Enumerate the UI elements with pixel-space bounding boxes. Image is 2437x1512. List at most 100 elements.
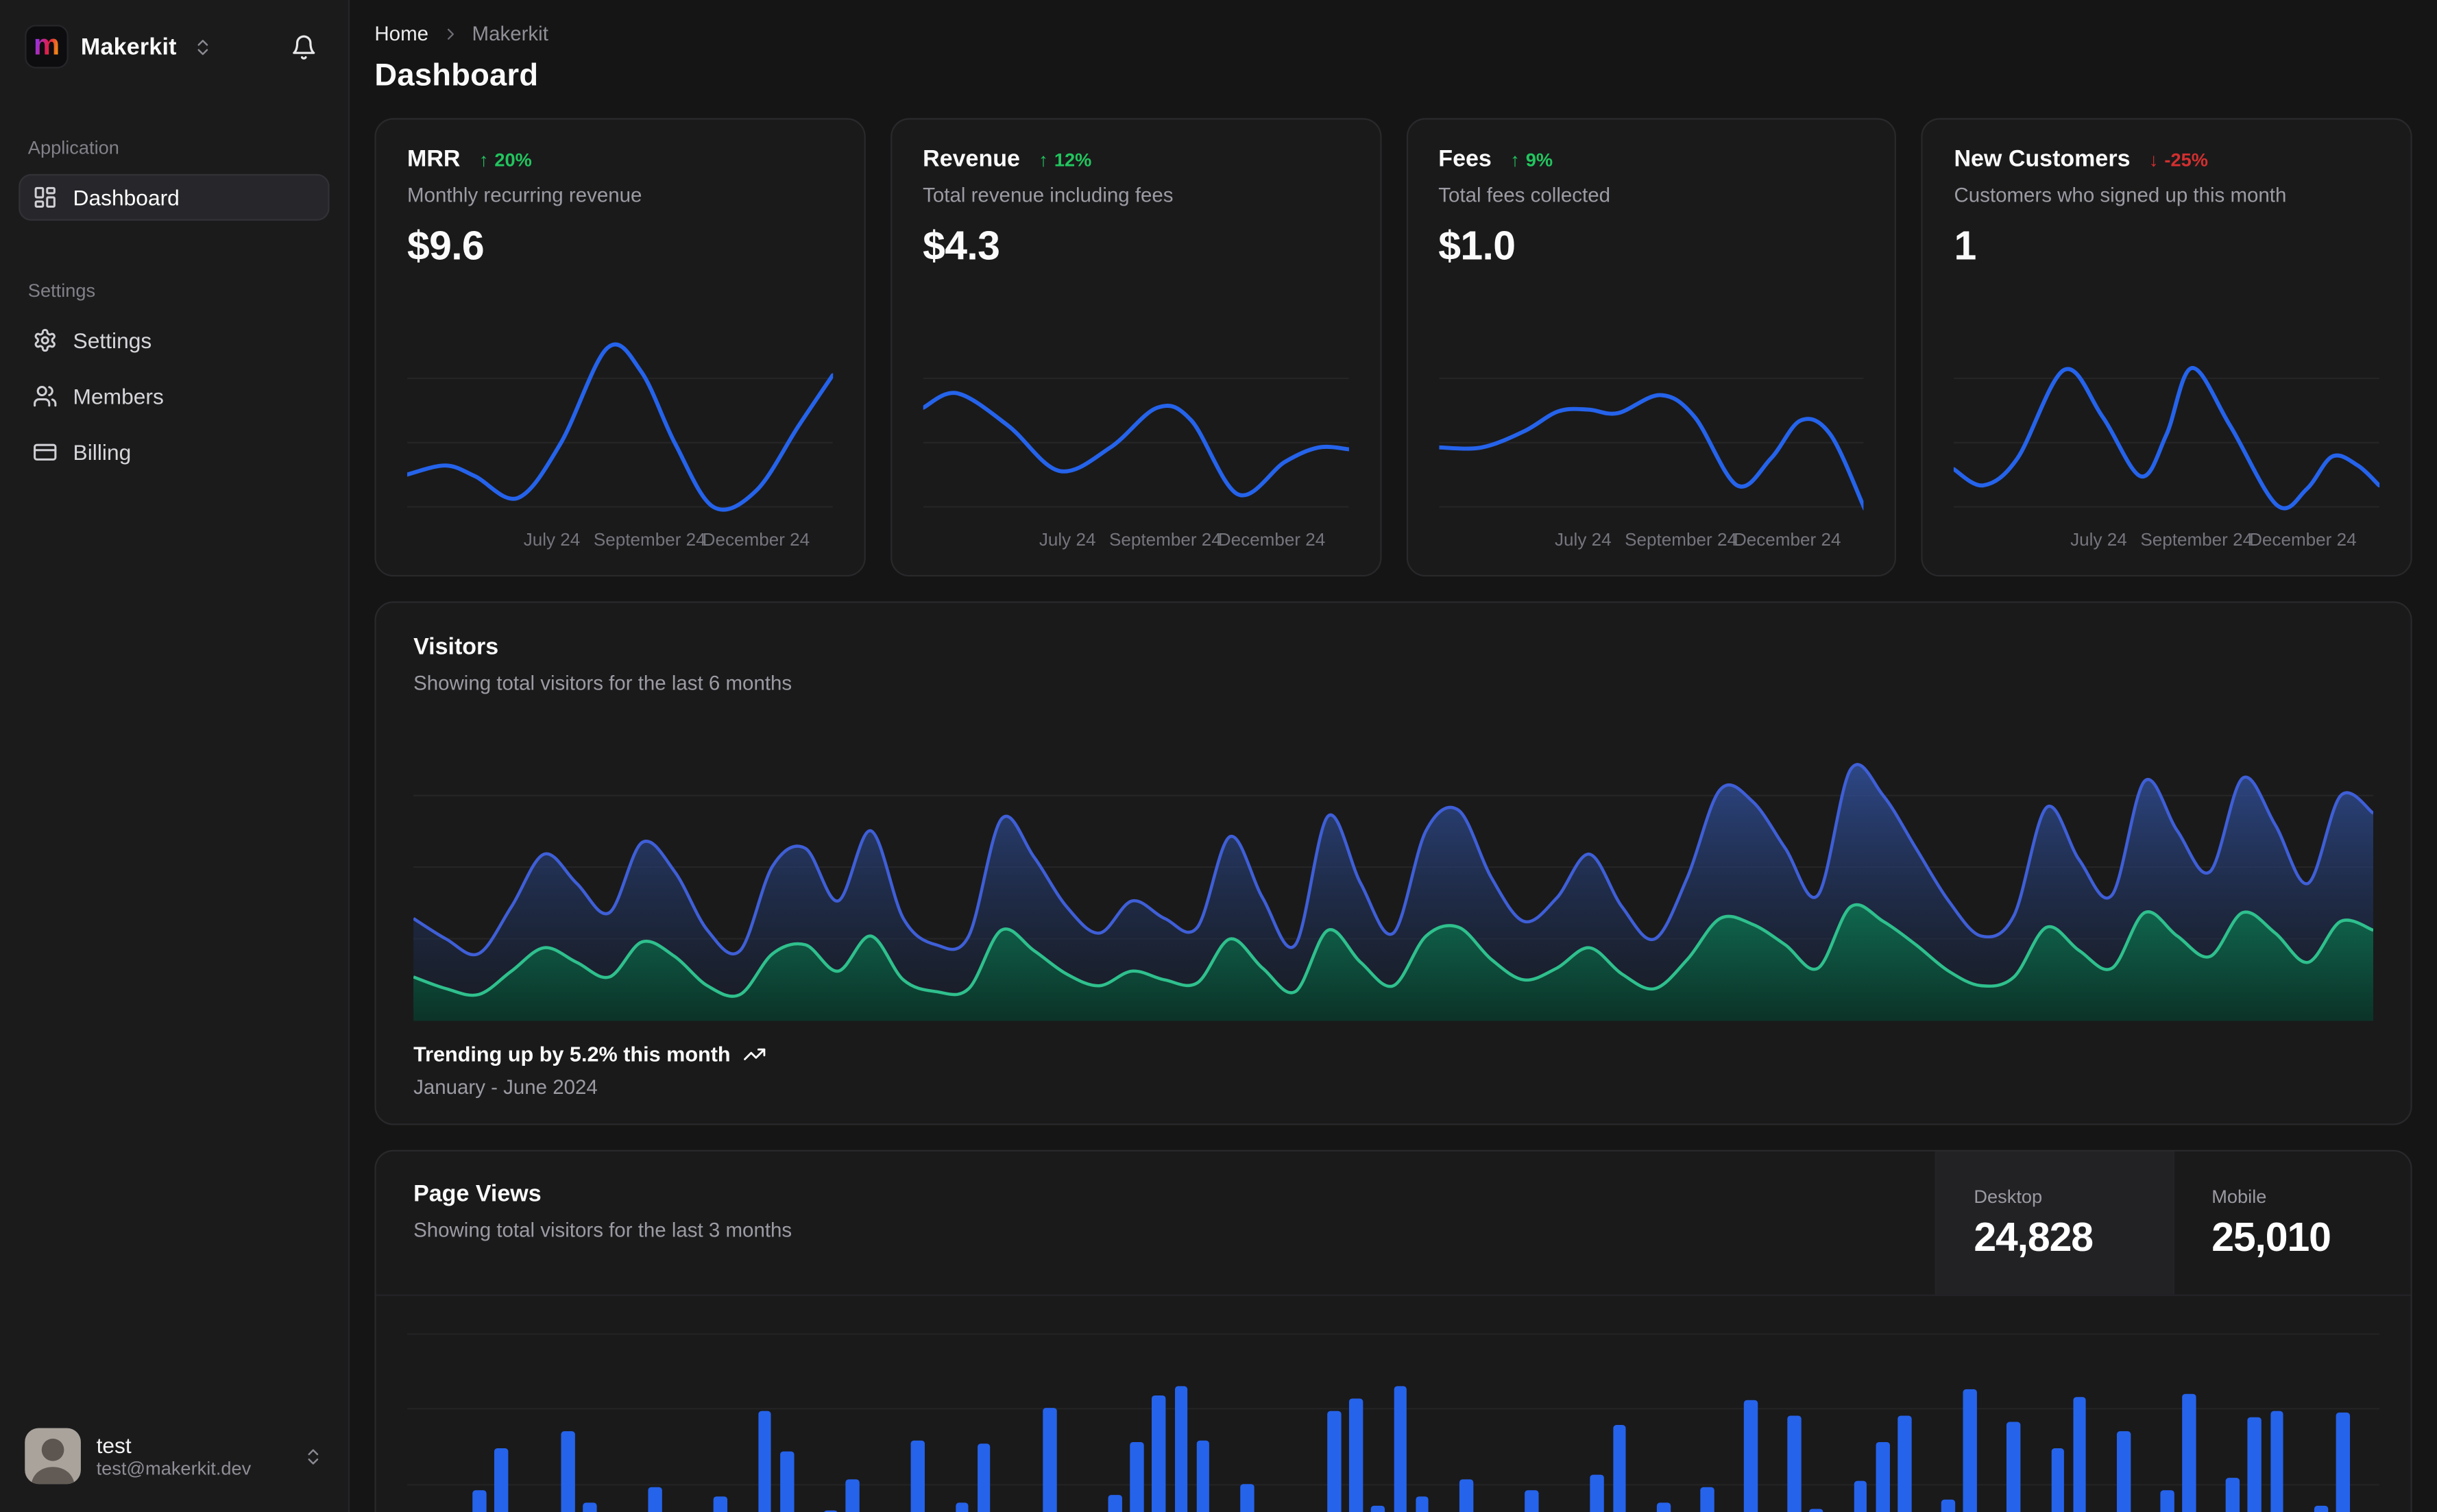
bar (977, 1443, 991, 1512)
sparkline-x-labels: July 24 September 24 December 24 (407, 531, 833, 556)
gridline (407, 1484, 2380, 1486)
bar (1897, 1415, 1911, 1512)
desktop-line (413, 764, 2373, 955)
sparkline-x-labels: July 24 September 24 December 24 (1438, 531, 1864, 556)
mobile-area (413, 904, 2374, 1021)
x-tick: September 24 (2140, 531, 2253, 550)
toggle-value: 24,828 (1974, 1212, 2094, 1260)
stat-subtitle: Monthly recurring revenue (407, 183, 642, 207)
trend-badge: ↑ 12% (1039, 149, 1091, 171)
bar (1371, 1505, 1385, 1512)
bar (955, 1502, 969, 1512)
arrow-up-icon: ↑ (478, 148, 489, 171)
visitors-title: Visitors (413, 634, 499, 661)
credit-card-icon (34, 443, 57, 461)
stat-value: 1 (1954, 222, 1976, 269)
stat-card-new-customers: New Customers ↓ -25% Customers who signed… (1921, 118, 2412, 577)
x-tick: July 24 (2070, 531, 2127, 550)
bar (1239, 1484, 1254, 1512)
visitors-footer: Trending up by 5.2% this month January -… (413, 1042, 2373, 1099)
user-email: test@makerkit.dev (96, 1457, 252, 1480)
bar (2050, 1448, 2065, 1512)
bar (1590, 1474, 1605, 1512)
x-tick: December 24 (1217, 531, 1326, 550)
user-menu[interactable]: test test@makerkit.dev (19, 1419, 329, 1493)
x-tick: July 24 (1039, 531, 1096, 550)
toggle-desktop-button[interactable]: Desktop 24,828 (1935, 1151, 2173, 1295)
bar (1349, 1398, 1363, 1512)
visitors-subtitle: Showing total visitors for the last 6 mo… (413, 671, 792, 695)
sparkline-path (1438, 395, 1864, 509)
bar (2270, 1411, 2284, 1512)
bar (1700, 1487, 1714, 1512)
stat-title: Revenue (923, 146, 1020, 173)
sparkline-x-labels: July 24 September 24 December 24 (923, 531, 1348, 556)
mobile-line (413, 905, 2373, 997)
visitors-panel: Visitors Showing total visitors for the … (374, 601, 2412, 1125)
x-tick: July 24 (1554, 531, 1612, 550)
workspace-selector[interactable]: m Makerkit (19, 19, 329, 69)
page-views-bar-chart (407, 1316, 2380, 1512)
sidebar-item-dashboard[interactable]: Dashboard (19, 173, 330, 221)
sidebar: m Makerkit Application Dashboard Setting… (0, 0, 350, 1512)
nav-section-application: Application (27, 136, 119, 159)
bar (1459, 1479, 1473, 1512)
arrow-down-icon: ↓ (2148, 148, 2159, 171)
gridline (407, 1333, 2380, 1335)
toggle-value: 25,010 (2211, 1212, 2331, 1260)
toggle-mobile-button[interactable]: Mobile 25,010 (2172, 1151, 2411, 1295)
bar (1525, 1490, 1539, 1512)
sparkline-path (1954, 368, 2379, 509)
toggle-label: Mobile (2211, 1184, 2267, 1207)
makerkit-logo: m (25, 25, 69, 69)
stat-card-fees: Fees ↑ 9% Total fees collected $1.0 July … (1405, 118, 1897, 577)
bar (472, 1490, 487, 1512)
trend-value: 20% (494, 148, 532, 171)
trend-badge: ↑ 20% (479, 149, 532, 171)
page-views-subtitle: Showing total visitors for the last 3 mo… (413, 1218, 792, 1242)
breadcrumb: Home Makerkit (374, 22, 2412, 45)
x-tick: December 24 (2249, 531, 2357, 550)
breadcrumb-home-link[interactable]: Home (374, 21, 429, 45)
revenue-sparkline-chart: July 24 September 24 December 24 (923, 326, 1348, 557)
toggle-label: Desktop (1974, 1184, 2043, 1207)
bar (2336, 1412, 2350, 1512)
avatar (25, 1428, 81, 1485)
gridline (407, 1408, 2380, 1410)
stat-value: $9.6 (407, 222, 485, 269)
stat-title: MRR (407, 146, 461, 173)
chevron-right-icon (447, 27, 454, 39)
sidebar-item-members[interactable]: Members (19, 373, 329, 419)
bar (823, 1510, 838, 1512)
bar (2248, 1417, 2262, 1512)
sidebar-item-settings[interactable]: Settings (19, 317, 329, 364)
stat-subtitle: Customers who signed up this month (1954, 183, 2287, 207)
bar (911, 1440, 925, 1512)
arrow-up-icon: ↑ (1510, 148, 1520, 171)
bar (1941, 1499, 1955, 1512)
bar (1130, 1441, 1145, 1512)
bar (494, 1448, 509, 1512)
trend-value: 9% (1525, 148, 1553, 171)
bar (1656, 1502, 1671, 1512)
settings-icon (34, 328, 56, 352)
page-title: Dashboard (374, 59, 539, 94)
sparkline-path (407, 345, 833, 510)
stat-value: $4.3 (923, 222, 1000, 269)
bar (648, 1487, 662, 1512)
notifications-bell-button[interactable] (284, 27, 324, 66)
x-tick: July 24 (523, 531, 581, 550)
layout-dashboard-icon (34, 186, 56, 208)
bar (560, 1431, 574, 1512)
sidebar-item-billing[interactable]: Billing (19, 429, 329, 476)
stat-head: MRR ↑ 20% (407, 146, 833, 173)
new-customers-sparkline-chart: July 24 September 24 December 24 (1954, 326, 2380, 557)
user-name: test (96, 1432, 132, 1458)
visitors-area-chart (413, 716, 2374, 1021)
sidebar-item-label: Billing (73, 439, 132, 465)
bar (1963, 1389, 1977, 1512)
bell-icon (293, 34, 315, 59)
stat-title: New Customers (1954, 146, 2131, 173)
bar (2182, 1393, 2196, 1512)
